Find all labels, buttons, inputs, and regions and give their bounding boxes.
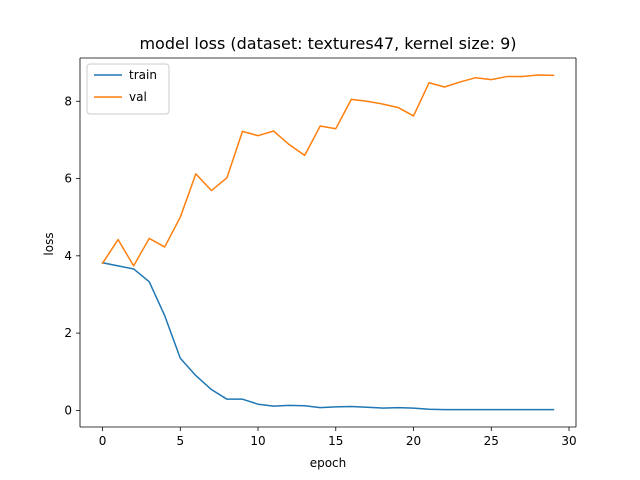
- y-tick-label: 2: [64, 326, 72, 340]
- y-tick-label: 0: [64, 403, 72, 417]
- chart-title: model loss (dataset: textures47, kernel …: [139, 34, 516, 53]
- x-tick-label: 0: [99, 434, 107, 448]
- x-tick-label: 15: [328, 434, 343, 448]
- y-axis-label: loss: [42, 232, 56, 255]
- legend: train val: [86, 63, 170, 115]
- y-tick-label: 4: [64, 249, 72, 263]
- y-tick-label: 8: [64, 94, 72, 108]
- x-tick-label: 10: [250, 434, 265, 448]
- x-axis-label: epoch: [310, 456, 347, 470]
- plot-area: 0 5 10 15 20 25 30 0 2 4 6 8: [64, 57, 577, 448]
- x-tick-label: 20: [406, 434, 421, 448]
- legend-label-train: train: [129, 68, 157, 82]
- x-tick-label: 5: [176, 434, 184, 448]
- legend-label-val: val: [129, 90, 147, 104]
- series-line-train: [101, 261, 555, 411]
- x-tick-label: 25: [484, 434, 499, 448]
- y-tick-label: 6: [64, 172, 72, 186]
- x-tick-label: 30: [561, 434, 576, 448]
- legend-box: [86, 63, 170, 115]
- series-line-val: [101, 74, 555, 267]
